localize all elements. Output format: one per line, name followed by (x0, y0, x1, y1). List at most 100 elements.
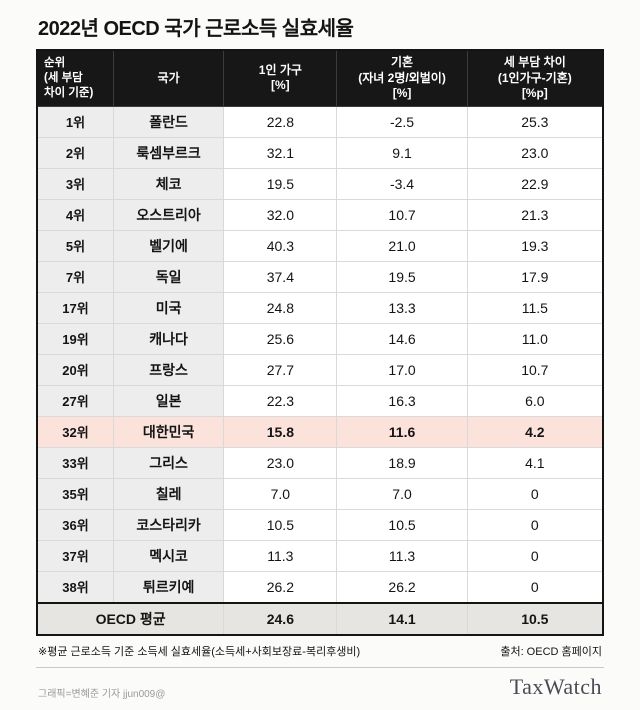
country-cell: 멕시코 (112, 539, 225, 572)
diff-cell: 0 (466, 508, 604, 541)
diff-cell: 6.0 (466, 384, 604, 417)
married-cell: 21.0 (336, 229, 468, 262)
table-row: 20위 프랑스 27.7 17.0 10.7 (36, 353, 604, 386)
single-cell: 40.3 (223, 229, 338, 262)
country-cell: 체코 (112, 167, 225, 200)
rank-cell: 4위 (36, 198, 114, 231)
table-row: 33위 그리스 23.0 18.9 4.1 (36, 446, 604, 479)
single-cell: 32.1 (223, 136, 338, 169)
table-row: 17위 미국 24.8 13.3 11.5 (36, 291, 604, 324)
summary-married-cell: 14.1 (336, 601, 468, 636)
diff-cell: 10.7 (466, 353, 604, 386)
married-cell: 26.2 (336, 570, 468, 604)
country-cell: 폴란드 (112, 105, 225, 138)
married-cell: 16.3 (336, 384, 468, 417)
summary-diff-cell: 10.5 (466, 601, 604, 636)
country-cell: 대한민국 (112, 415, 225, 448)
married-cell: -2.5 (336, 105, 468, 138)
table-row: 3위 체코 19.5 -3.4 22.9 (36, 167, 604, 200)
summary-single-cell: 24.6 (223, 601, 338, 636)
rank-cell: 20위 (36, 353, 114, 386)
single-cell: 11.3 (223, 539, 338, 572)
rank-cell: 37위 (36, 539, 114, 572)
rank-cell: 35위 (36, 477, 114, 510)
table-row: 1위 폴란드 22.8 -2.5 25.3 (36, 105, 604, 138)
country-cell: 캐나다 (112, 322, 225, 355)
married-cell: 14.6 (336, 322, 468, 355)
diff-cell: 22.9 (466, 167, 604, 200)
table-row: 2위 룩셈부르크 32.1 9.1 23.0 (36, 136, 604, 169)
single-cell: 10.5 (223, 508, 338, 541)
married-cell: 17.0 (336, 353, 468, 386)
country-cell: 룩셈부르크 (112, 136, 225, 169)
country-cell: 미국 (112, 291, 225, 324)
country-cell: 일본 (112, 384, 225, 417)
column-header-4: 세 부담 차이 (1인가구-기혼) [%p] (466, 49, 604, 107)
table-row: 37위 멕시코 11.3 11.3 0 (36, 539, 604, 572)
table-row: 38위 튀르키예 26.2 26.2 0 (36, 570, 604, 604)
single-cell: 15.8 (223, 415, 338, 448)
country-cell: 벨기에 (112, 229, 225, 262)
rank-cell: 7위 (36, 260, 114, 293)
table-header: 순위 (세 부담 차이 기준) 국가 1인 가구 [%] 기혼 (자녀 2명/외벌이)… (36, 49, 604, 107)
summary-label: OECD 평균 (36, 601, 225, 636)
column-header-1: 국가 (112, 49, 225, 107)
single-cell: 23.0 (223, 446, 338, 479)
rank-cell: 27위 (36, 384, 114, 417)
married-cell: 19.5 (336, 260, 468, 293)
diff-cell: 17.9 (466, 260, 604, 293)
married-cell: 9.1 (336, 136, 468, 169)
country-cell: 독일 (112, 260, 225, 293)
married-cell: 18.9 (336, 446, 468, 479)
table-row: 19위 캐나다 25.6 14.6 11.0 (36, 322, 604, 355)
rank-cell: 3위 (36, 167, 114, 200)
table-row: 36위 코스타리카 10.5 10.5 0 (36, 508, 604, 541)
married-cell: 13.3 (336, 291, 468, 324)
tax-table-wrap: 순위 (세 부담 차이 기준) 국가 1인 가구 [%] 기혼 (자녀 2명/외벌이)… (36, 49, 604, 636)
tax-table: 순위 (세 부담 차이 기준) 국가 1인 가구 [%] 기혼 (자녀 2명/외벌이)… (36, 49, 604, 636)
infographic: 2022년 OECD 국가 근로소득 실효세율 순위 (세 부담 차이 기준) 국… (36, 18, 604, 700)
column-header-2: 1인 가구 [%] (223, 49, 338, 107)
single-cell: 22.3 (223, 384, 338, 417)
single-cell: 24.8 (223, 291, 338, 324)
footer: 그래픽=변혜준 기자 jjun009@ TaxWatch (36, 668, 604, 710)
diff-cell: 21.3 (466, 198, 604, 231)
single-cell: 26.2 (223, 570, 338, 604)
column-header-3: 기혼 (자녀 2명/외벌이) [%] (336, 49, 468, 107)
taxwatch-logo: TaxWatch (509, 673, 602, 699)
country-cell: 튀르키예 (112, 570, 225, 604)
married-cell: 10.5 (336, 508, 468, 541)
diff-cell: 23.0 (466, 136, 604, 169)
diff-cell: 4.1 (466, 446, 604, 479)
rank-cell: 38위 (36, 570, 114, 604)
rank-cell: 17위 (36, 291, 114, 324)
column-header-0: 순위 (세 부담 차이 기준) (36, 49, 114, 107)
country-cell: 칠레 (112, 477, 225, 510)
country-cell: 그리스 (112, 446, 225, 479)
page-title: 2022년 OECD 국가 근로소득 실효세율 (38, 18, 354, 40)
rank-cell: 1위 (36, 105, 114, 138)
single-cell: 22.8 (223, 105, 338, 138)
married-cell: 10.7 (336, 198, 468, 231)
notes-row: ※평균 근로소득 기준 소득세 실효세율(소득세+사회보장료-복리후생비) 출처… (36, 636, 604, 668)
country-cell: 프랑스 (112, 353, 225, 386)
graphic-credit: 그래픽=변혜준 기자 jjun009@ (38, 688, 166, 700)
country-cell: 코스타리카 (112, 508, 225, 541)
married-cell: 7.0 (336, 477, 468, 510)
rank-cell: 32위 (36, 415, 114, 448)
note-method: ※평균 근로소득 기준 소득세 실효세율(소득세+사회보장료-복리후생비) (38, 645, 361, 658)
single-cell: 27.7 (223, 353, 338, 386)
table-body: 1위 폴란드 22.8 -2.5 25.3 2위 룩셈부르크 32.1 9.1 23.0 3위 체코 1… (36, 105, 604, 636)
married-cell: 11.3 (336, 539, 468, 572)
rank-cell: 36위 (36, 508, 114, 541)
note-source: 출처: OECD 홈페이지 (500, 645, 602, 658)
single-cell: 32.0 (223, 198, 338, 231)
table-row: 27위 일본 22.3 16.3 6.0 (36, 384, 604, 417)
table-row: 7위 독일 37.4 19.5 17.9 (36, 260, 604, 293)
single-cell: 25.6 (223, 322, 338, 355)
single-cell: 37.4 (223, 260, 338, 293)
table-row: 4위 오스트리아 32.0 10.7 21.3 (36, 198, 604, 231)
diff-cell: 11.5 (466, 291, 604, 324)
single-cell: 19.5 (223, 167, 338, 200)
single-cell: 7.0 (223, 477, 338, 510)
